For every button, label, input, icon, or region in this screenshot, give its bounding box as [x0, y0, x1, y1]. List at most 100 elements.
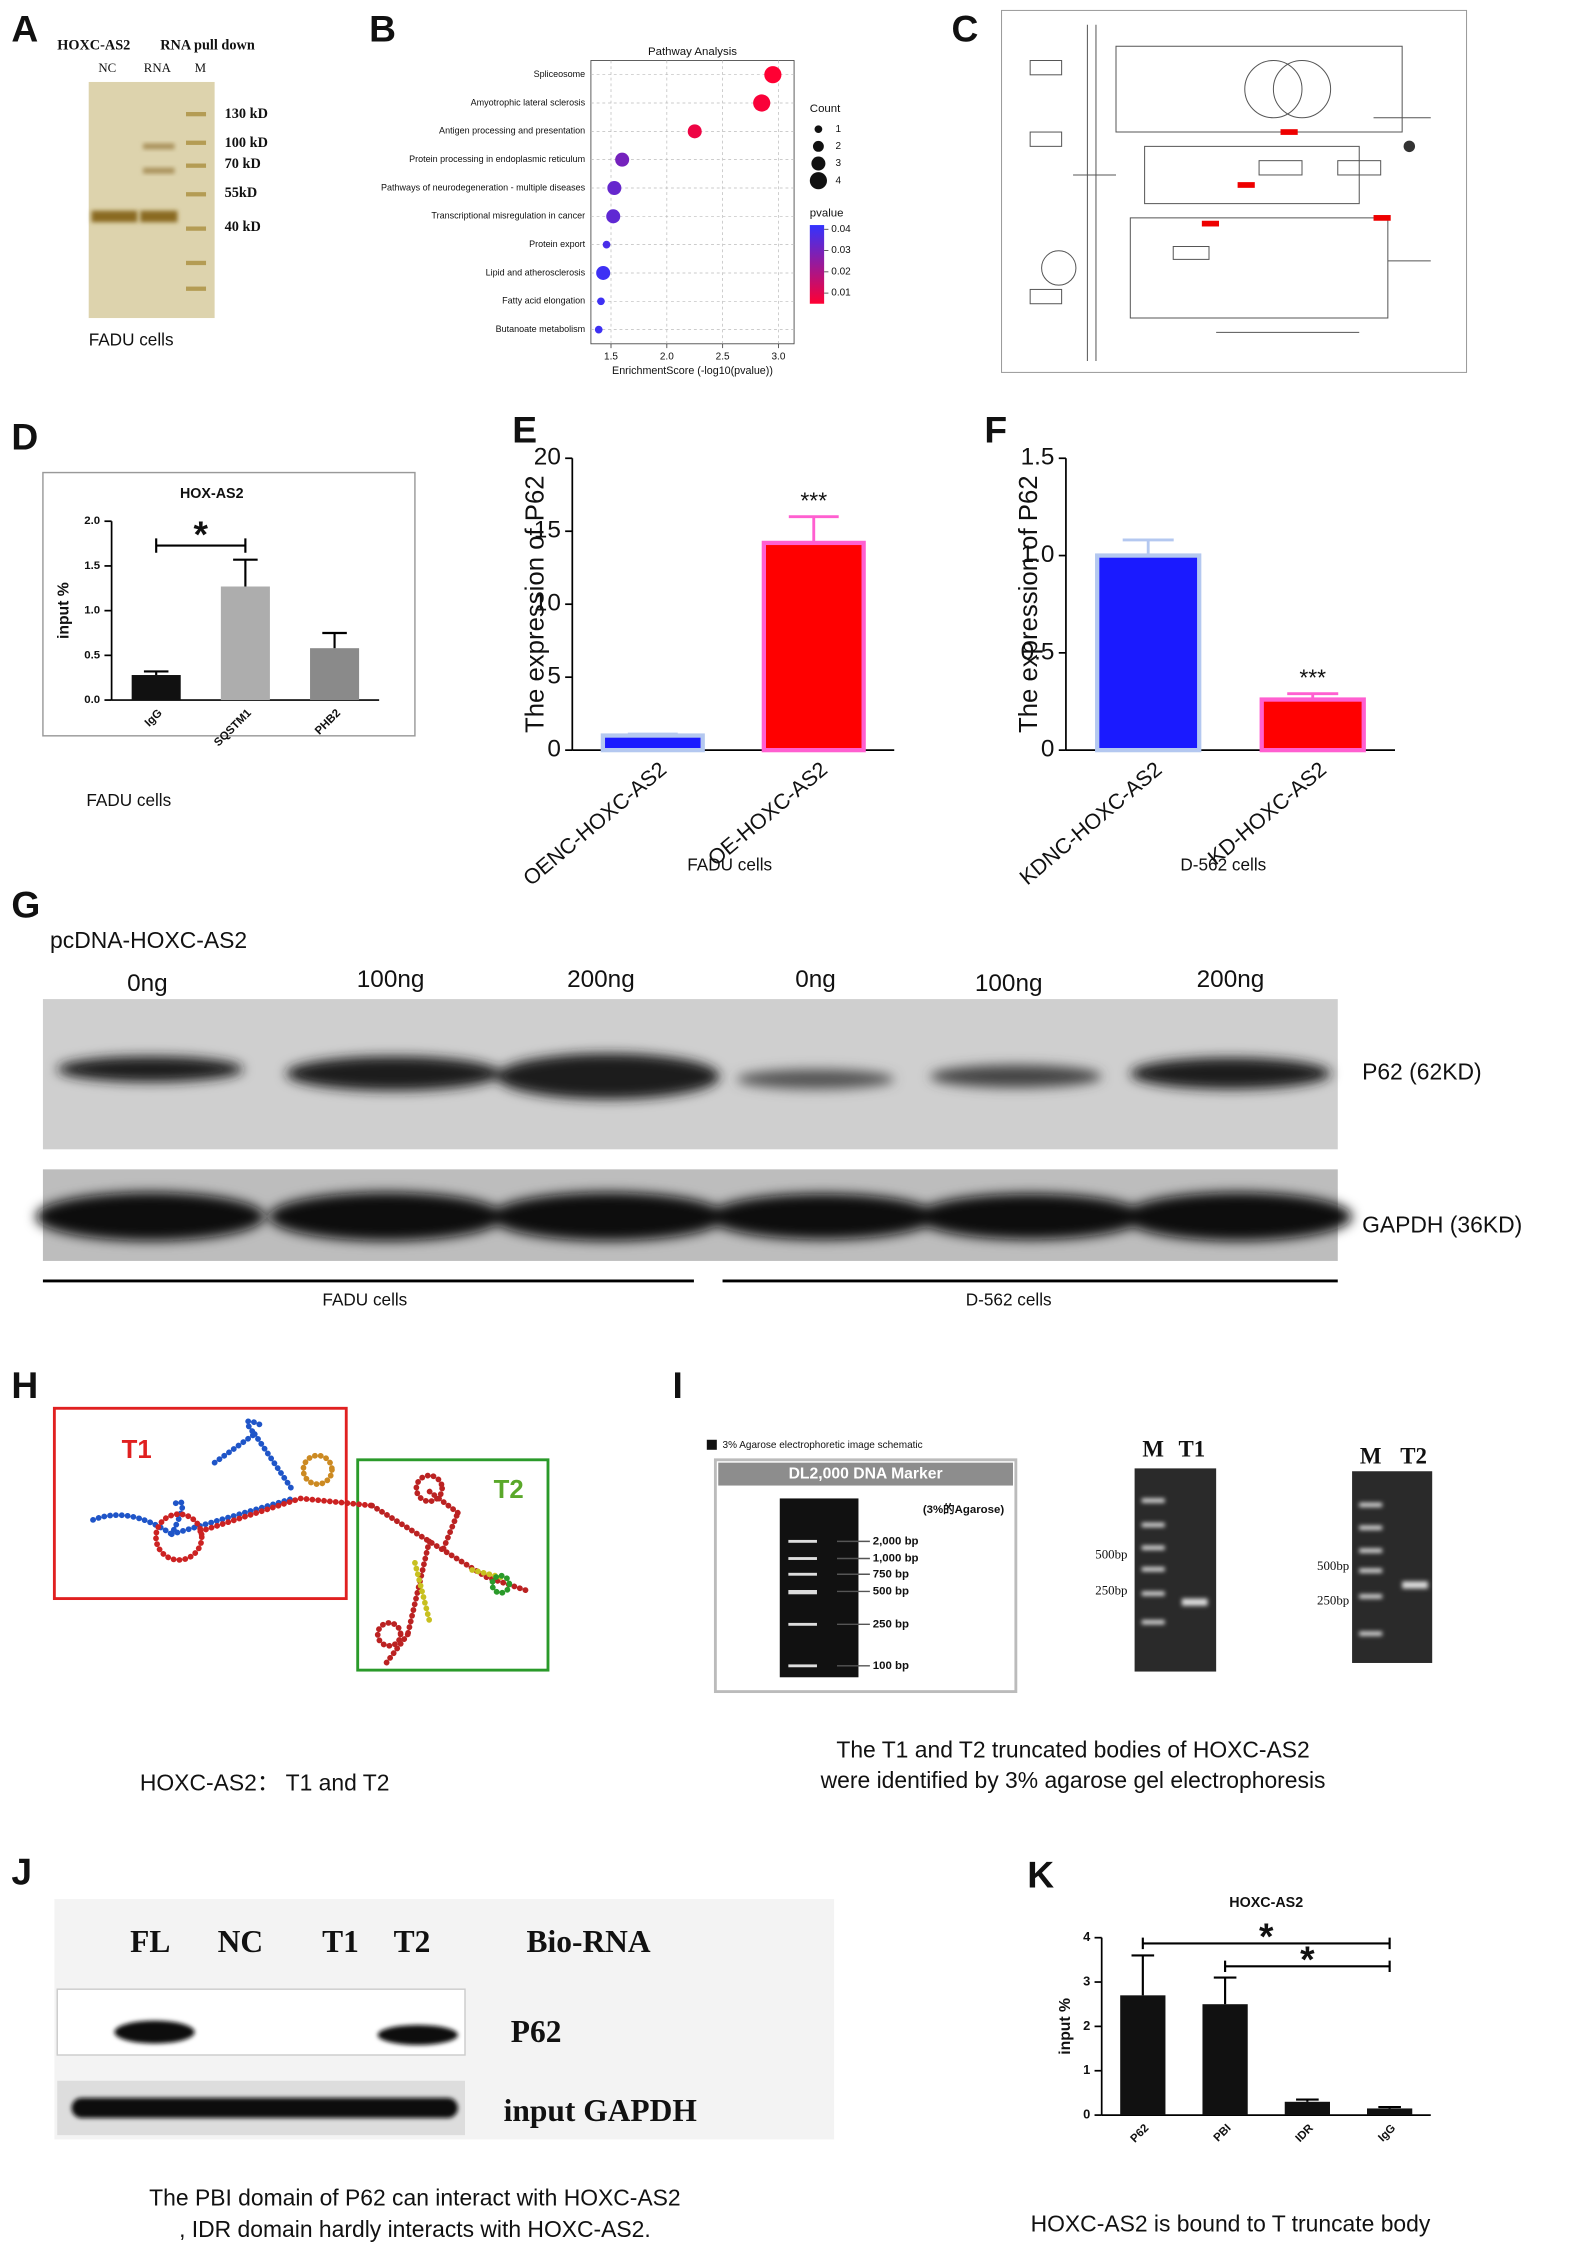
bar: [220, 586, 270, 701]
gel-note: (3%的Agarose): [923, 1502, 1005, 1516]
x-tick-label: 2.0: [660, 351, 674, 362]
lane-label: NC: [98, 61, 116, 75]
size-label: 250bp: [1317, 1593, 1349, 1607]
y-tick-label: 15: [534, 517, 561, 544]
gel: [779, 1498, 859, 1678]
gel-subtitle: RNA pull down: [160, 37, 255, 53]
leaders: [837, 1540, 870, 1667]
lane-label: M: [1360, 1444, 1382, 1469]
bar: [1202, 2004, 1248, 2116]
significance: *: [194, 513, 209, 555]
y-axis-label: The expression of P62: [1015, 475, 1043, 733]
panel-label: K: [1027, 1853, 1054, 1895]
y-tick-label: 1.0: [1021, 541, 1055, 568]
category-label: Spliceosome: [534, 69, 586, 79]
chart-title: HOXC-AS2: [1229, 1895, 1303, 1911]
panel-label: C: [951, 8, 978, 50]
lane-label: 100ng: [357, 966, 425, 993]
legend-swatch: [811, 156, 826, 171]
y-tick-label: 0: [1041, 736, 1055, 763]
legend-title: Count: [810, 103, 841, 115]
y-axis-label: The expression of P62: [521, 475, 549, 733]
y-tick-label: 0: [1083, 2106, 1090, 2121]
plot-frame: [590, 60, 795, 345]
marker-band: 2,000 bp: [873, 1535, 919, 1547]
blot: [56, 1988, 466, 2056]
significance: *: [1300, 1938, 1315, 1980]
x-tick-label: KDNC-HOXC-AS2: [1015, 757, 1166, 890]
panel-label: D: [11, 415, 38, 457]
marker-label: 40 kD: [225, 219, 261, 235]
legend-label: 3: [836, 158, 842, 169]
panel-h: T1 T2 HOXC-AS2： T1 and T2: [52, 1406, 550, 1796]
schematic-title: 3% Agarose electrophoretic image schemat…: [723, 1440, 923, 1451]
y-tick-label: 0.5: [1021, 638, 1055, 665]
ladder: [788, 1539, 817, 1668]
legend-label: 1: [836, 124, 842, 135]
y-tick-label: 4: [1083, 1929, 1091, 1944]
marker-label: 55kD: [225, 185, 258, 201]
significance: ***: [1299, 664, 1326, 690]
bands: [1141, 1498, 1208, 1625]
lane-label: T2: [1400, 1444, 1427, 1469]
colorbar-label: 0.02: [831, 266, 851, 277]
region-box: [52, 1406, 348, 1601]
panel-g: pcDNA-HOXC-AS2 0ng 100ng 200ng 0ng 100ng…: [35, 927, 1522, 1310]
marker-band: 750 bp: [873, 1568, 909, 1580]
marker-band: 500 bp: [873, 1585, 909, 1597]
band: [143, 143, 175, 150]
bracket: [155, 538, 247, 553]
caption: HOXC-AS2： T1 and T2: [140, 1770, 390, 1796]
panel-label: B: [369, 8, 396, 50]
rna-structure: [90, 1418, 533, 1666]
bubble: [753, 94, 771, 112]
panel-label: I: [672, 1364, 682, 1406]
category-label: Pathways of neurodegeneration - multiple…: [381, 182, 586, 192]
category-label: Antigen processing and presentation: [439, 126, 585, 136]
bubble: [687, 124, 702, 139]
bar: [1120, 1995, 1166, 2116]
y-tick-label: 1.0: [84, 605, 100, 617]
bands: [57, 1053, 1331, 1100]
chart-title: HOX-AS2: [180, 486, 244, 502]
bar: [310, 648, 360, 701]
y-tick-label: 2.0: [84, 515, 100, 527]
x-tick-label: IgG: [143, 707, 165, 729]
lane-label: 100ng: [975, 970, 1043, 997]
schematic-frame: [713, 1458, 1018, 1694]
panel-label: E: [512, 408, 537, 450]
band-label: P62 (62KD): [1362, 1059, 1482, 1085]
lane-label: 0ng: [795, 966, 836, 993]
y-tick-label: 10: [534, 590, 561, 617]
band: [91, 210, 138, 223]
marker-label: 100 kD: [225, 135, 268, 151]
bubble: [594, 325, 603, 334]
caption: The PBI domain of P62 can interact with …: [149, 2185, 680, 2211]
size-label: 500bp: [1317, 1559, 1349, 1573]
marker-label: 130 kD: [225, 106, 268, 122]
colorbar: [809, 225, 825, 304]
lane-label: 200ng: [1197, 966, 1265, 993]
y-tick-label: 20: [534, 444, 561, 471]
bullet: [706, 1439, 717, 1450]
legend-swatch: [812, 140, 824, 152]
y-tick-label: 1: [1083, 2062, 1090, 2077]
panel-label: G: [11, 883, 40, 925]
bands: [1359, 1502, 1428, 1636]
marker-band: 100 bp: [873, 1660, 909, 1672]
caption: FADU cells: [89, 329, 174, 349]
bracket: [1141, 1937, 1391, 1950]
group-label: D-562 cells: [966, 1290, 1052, 1310]
y-tick-label: 3: [1083, 1973, 1090, 1988]
band: [71, 2097, 458, 2118]
significance: ***: [800, 487, 827, 513]
x-tick-label: IDR: [1293, 2122, 1316, 2145]
bracket: [1224, 1960, 1391, 1973]
y-tick-label: 0: [547, 736, 561, 763]
panel-a: HOXC-AS2 RNA pull down NC RNA M 130 kD 1…: [57, 37, 268, 349]
pathway-map: [1001, 9, 1468, 373]
caption: FADU cells: [687, 855, 772, 875]
colorbar-label: 0.04: [831, 224, 851, 235]
caption: HOXC-AS2 is bound to T truncate body: [1031, 2210, 1431, 2236]
y-tick-label: 0.0: [84, 694, 100, 706]
